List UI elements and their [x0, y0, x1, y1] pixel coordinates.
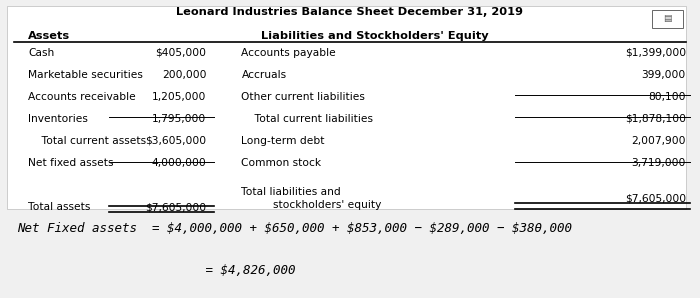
Text: 1,205,000: 1,205,000: [152, 92, 206, 102]
Text: 3,719,000: 3,719,000: [631, 158, 686, 168]
Text: Marketable securities: Marketable securities: [28, 70, 143, 80]
FancyBboxPatch shape: [652, 10, 683, 28]
Text: Other current liabilities: Other current liabilities: [241, 92, 365, 102]
Text: Inventories: Inventories: [28, 114, 88, 124]
FancyBboxPatch shape: [7, 6, 686, 209]
Text: $7,605,000: $7,605,000: [146, 202, 206, 212]
Text: $405,000: $405,000: [155, 48, 206, 58]
Text: Assets: Assets: [28, 31, 70, 41]
Text: 4,000,000: 4,000,000: [152, 158, 206, 168]
Text: $1,878,100: $1,878,100: [625, 114, 686, 124]
Text: Net fixed assets: Net fixed assets: [28, 158, 113, 168]
Text: 200,000: 200,000: [162, 70, 206, 80]
Text: 1,795,000: 1,795,000: [153, 114, 206, 124]
Text: Common stock: Common stock: [241, 158, 321, 168]
Text: 2,007,900: 2,007,900: [631, 136, 686, 146]
Text: 80,100: 80,100: [648, 92, 686, 102]
Text: Net Fixed assets  = $4,000,000 + $650,000 + $853,000 − $289,000 − $38θ,000: Net Fixed assets = $4,000,000 + $650,000…: [18, 222, 573, 235]
Text: Leonard Industries Balance Sheet December 31, 2019: Leonard Industries Balance Sheet Decembe…: [176, 7, 524, 18]
Text: $1,399,000: $1,399,000: [625, 48, 686, 58]
Text: Accounts payable: Accounts payable: [241, 48, 336, 58]
Text: Long-term debt: Long-term debt: [241, 136, 325, 146]
Text: 399,000: 399,000: [642, 70, 686, 80]
Text: Cash: Cash: [28, 48, 55, 58]
Text: Liabilities and Stockholders' Equity: Liabilities and Stockholders' Equity: [260, 31, 489, 41]
Text: $3,605,000: $3,605,000: [146, 136, 206, 146]
Text: = $4,826,000: = $4,826,000: [18, 264, 295, 277]
Text: Total liabilities and: Total liabilities and: [241, 187, 342, 197]
Text: $7,605,000: $7,605,000: [625, 193, 686, 203]
Text: Total current assets: Total current assets: [28, 136, 146, 146]
Text: ▤: ▤: [664, 14, 672, 23]
Text: Accounts receivable: Accounts receivable: [28, 92, 136, 102]
Text: Total current liabilities: Total current liabilities: [241, 114, 374, 124]
Text: stockholders' equity: stockholders' equity: [273, 200, 382, 210]
Text: Total assets: Total assets: [28, 202, 90, 212]
Text: Accruals: Accruals: [241, 70, 286, 80]
